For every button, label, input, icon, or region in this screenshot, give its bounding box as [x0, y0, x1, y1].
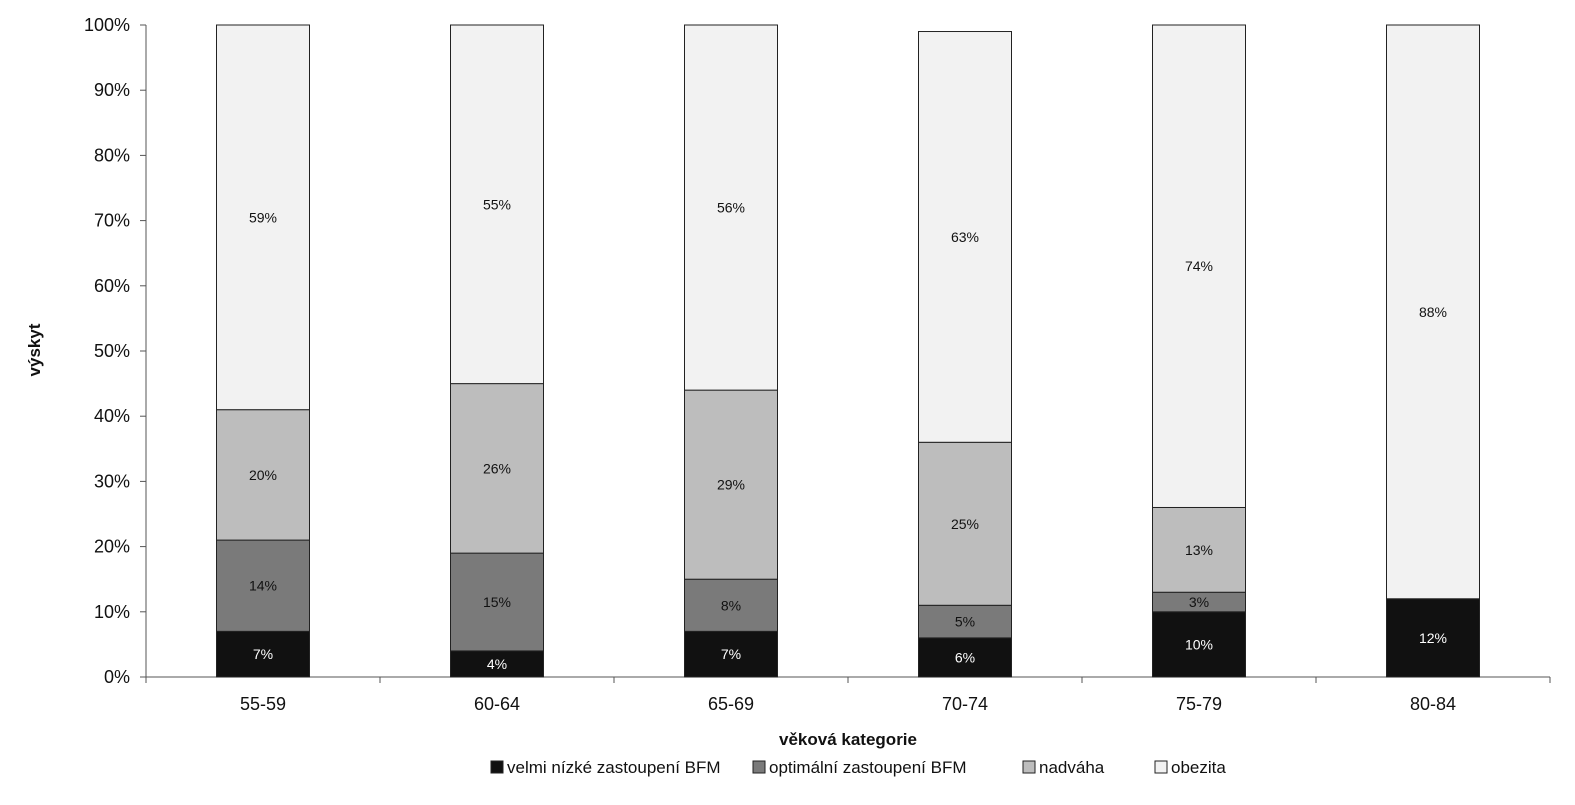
axes: 0% 10% 20% 30% 40% 50% 60% 70% 80% 90% 100% 55-59 60…	[84, 15, 1551, 714]
bar-segment	[918, 441, 1012, 606]
bar-segment	[1152, 611, 1246, 678]
x-tick-label: 65-69	[708, 694, 754, 714]
legend-swatch	[752, 760, 766, 774]
y-tick-label: 90%	[94, 80, 130, 100]
x-tick-label: 60-64	[474, 694, 520, 714]
legend-swatch	[1154, 760, 1168, 774]
data-label: 26%	[483, 460, 511, 476]
y-tick-label: 70%	[94, 211, 130, 231]
data-label: 10%	[1185, 636, 1213, 652]
y-tick-label: 20%	[94, 537, 130, 557]
data-label: 29%	[717, 477, 745, 493]
bars	[216, 24, 1480, 678]
legend-label: nadváha	[1039, 758, 1105, 777]
data-label: 3%	[1189, 594, 1209, 610]
legend: velmi nízké zastoupení BFM optimální zast…	[490, 758, 1226, 777]
bar-segment	[450, 552, 544, 652]
bar-segment	[216, 409, 310, 541]
x-axis-title: věková kategorie	[779, 730, 917, 749]
bar-segment	[1386, 24, 1480, 600]
x-tick-label: 55-59	[240, 694, 286, 714]
data-labels: 7% 14% 20% 59% 4% 15% 26% 55% 7% 8% 29% 56% 6% 5% 25% 6…	[249, 196, 1447, 672]
data-label: 7%	[253, 646, 273, 662]
data-label: 20%	[249, 467, 277, 483]
x-tick-label: 80-84	[1410, 694, 1456, 714]
y-tick-label: 10%	[94, 602, 130, 622]
data-label: 55%	[483, 196, 511, 212]
data-label: 14%	[249, 578, 277, 594]
y-tick-label: 80%	[94, 145, 130, 165]
y-tick-label: 60%	[94, 276, 130, 296]
x-tick-label: 75-79	[1176, 694, 1222, 714]
bar-segment	[216, 24, 310, 411]
bar-segment	[918, 31, 1012, 443]
x-tick-label: 70-74	[942, 694, 988, 714]
y-tick-label: 40%	[94, 406, 130, 426]
bar-segment	[1152, 24, 1246, 508]
data-label: 8%	[721, 597, 741, 613]
data-label: 7%	[721, 646, 741, 662]
y-tick-label: 50%	[94, 341, 130, 361]
legend-swatch	[1022, 760, 1036, 774]
bar-segment	[684, 578, 778, 632]
y-axis-title: výskyt	[25, 323, 44, 376]
data-label: 5%	[955, 614, 975, 630]
bar-segment	[684, 389, 778, 580]
bar-segment	[1152, 506, 1246, 593]
legend-label: optimální zastoupení BFM	[769, 758, 966, 777]
bar-segment	[1386, 598, 1480, 678]
data-label: 59%	[249, 209, 277, 225]
data-label: 56%	[717, 200, 745, 216]
bar-segment	[918, 604, 1012, 639]
bar-segment	[450, 650, 544, 678]
data-label: 6%	[955, 649, 975, 665]
bar-segment	[216, 539, 310, 632]
legend-label: obezita	[1171, 758, 1226, 777]
data-label: 88%	[1419, 304, 1447, 320]
data-label: 13%	[1185, 542, 1213, 558]
bar-segment	[450, 24, 544, 385]
legend-label: velmi nízké zastoupení BFM	[507, 758, 721, 777]
data-label: 63%	[951, 229, 979, 245]
bar-segment	[450, 383, 544, 554]
data-label: 25%	[951, 516, 979, 532]
legend-swatch	[490, 760, 504, 774]
bar-segment	[918, 637, 1012, 678]
y-tick-label: 30%	[94, 471, 130, 491]
y-tick-label: 100%	[84, 15, 130, 35]
y-tick-label: 0%	[104, 667, 130, 687]
data-label: 74%	[1185, 258, 1213, 274]
data-label: 4%	[487, 656, 507, 672]
bar-segment	[684, 630, 778, 678]
bar-segment	[216, 630, 310, 678]
data-label: 15%	[483, 594, 511, 610]
data-label: 12%	[1419, 630, 1447, 646]
bar-segment	[684, 24, 778, 391]
